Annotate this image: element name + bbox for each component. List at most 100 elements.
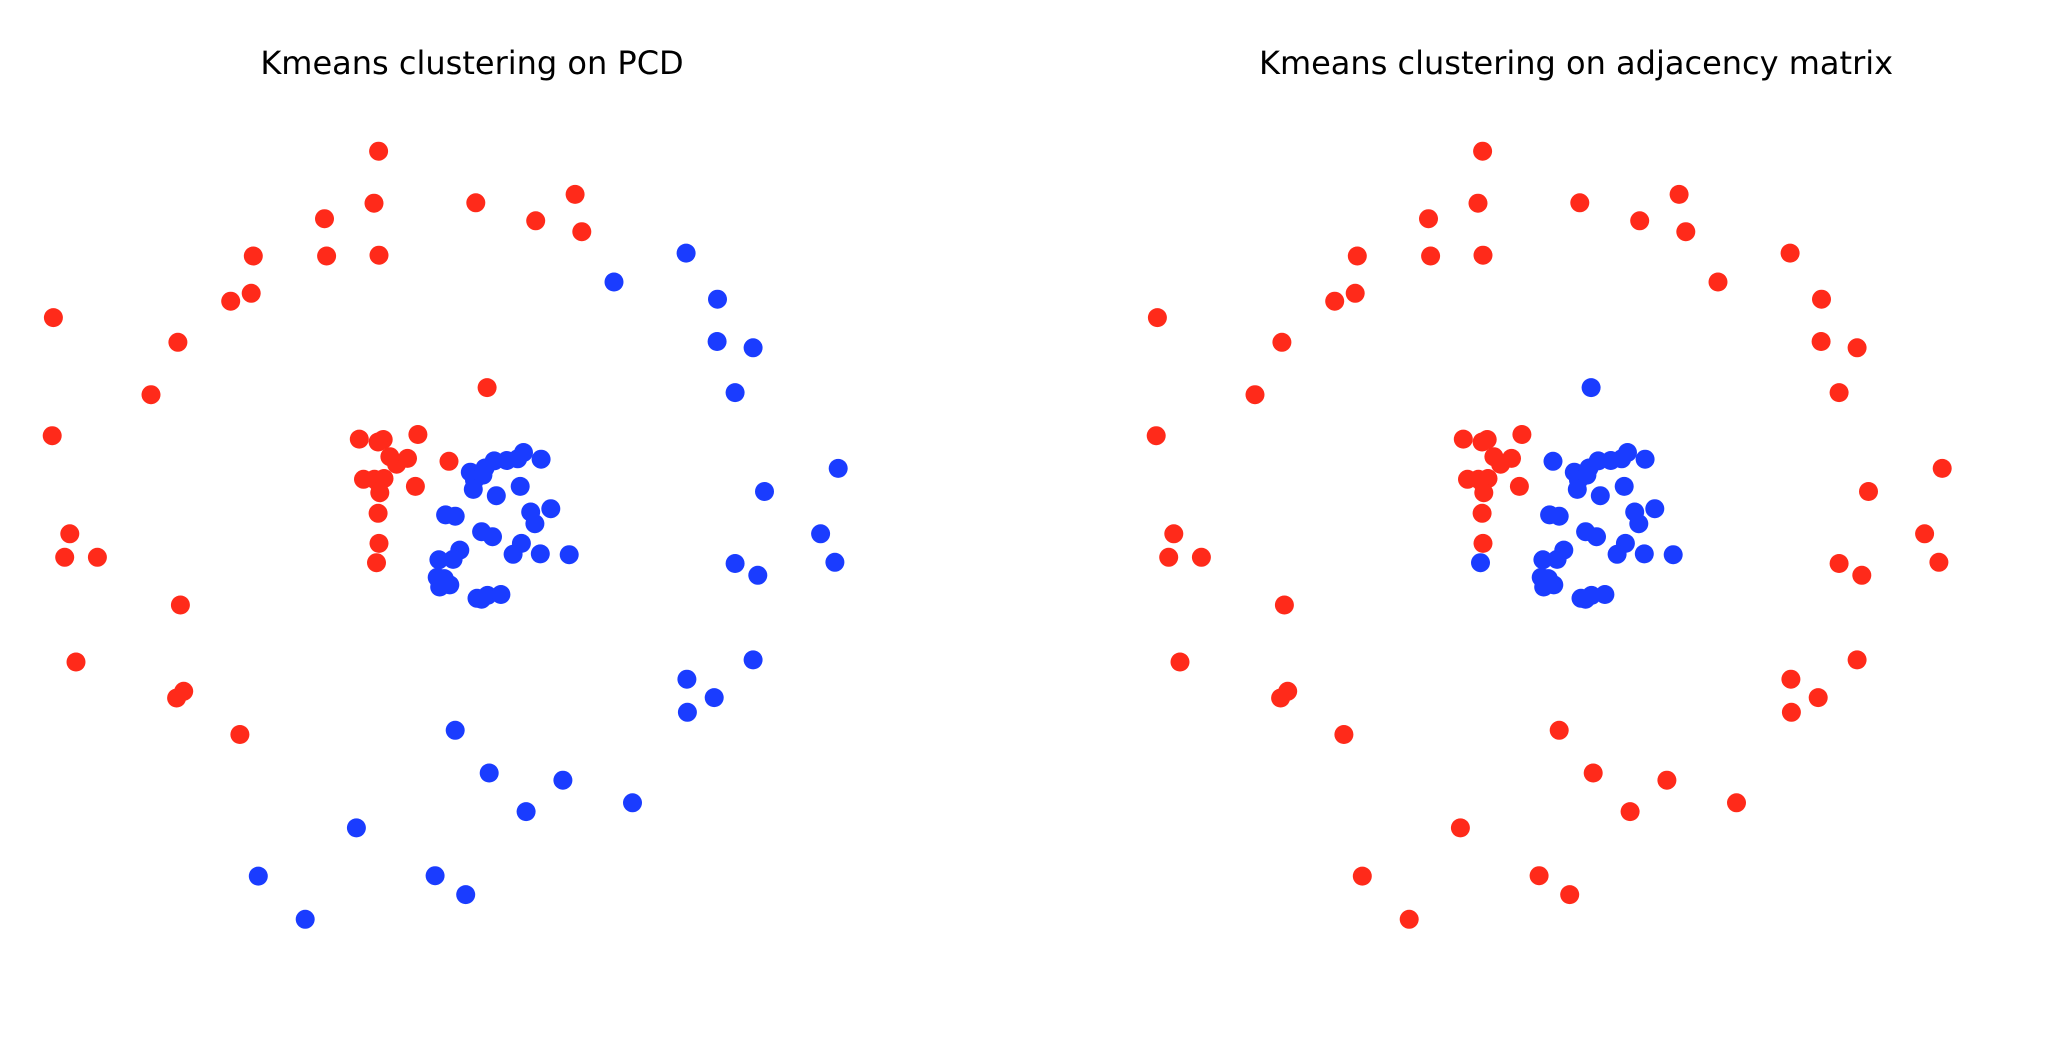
right-red-point-59 bbox=[1458, 469, 1477, 489]
left-blue-point-2 bbox=[708, 289, 727, 309]
right-blue-point-12 bbox=[1614, 476, 1634, 496]
left-blue-point-35 bbox=[510, 476, 530, 496]
left-red-point-0 bbox=[369, 141, 389, 161]
left-red-point-38 bbox=[368, 503, 388, 523]
right-blue-point-26 bbox=[1663, 545, 1683, 565]
left-blue-point-0 bbox=[676, 243, 696, 263]
left-red-point-24 bbox=[477, 378, 497, 398]
left-blue-point-47 bbox=[503, 544, 523, 564]
right-red-point-26 bbox=[1812, 289, 1831, 309]
left-red-point-25 bbox=[408, 425, 428, 444]
left-blue-point-25 bbox=[456, 885, 476, 905]
left-blue-point-18 bbox=[516, 802, 536, 822]
right-red-point-9 bbox=[1272, 332, 1292, 352]
left-red-point-37 bbox=[405, 476, 425, 496]
left-red-point-10 bbox=[141, 385, 161, 405]
left-red-point-7 bbox=[221, 291, 241, 311]
left-blue-point-50 bbox=[429, 550, 449, 570]
left-blue-point-22 bbox=[248, 866, 268, 886]
left-blue-point-12 bbox=[743, 650, 763, 670]
left-red-point-34 bbox=[354, 469, 373, 489]
right-red-point-4 bbox=[1421, 246, 1441, 266]
left-blue-point-11 bbox=[748, 565, 768, 585]
right-red-point-19 bbox=[1334, 725, 1354, 744]
left-red-point-11 bbox=[42, 426, 62, 446]
right-red-point-0 bbox=[1473, 141, 1493, 161]
left-red-point-22 bbox=[565, 184, 585, 204]
right-blue-point-13 bbox=[1567, 479, 1587, 499]
left-blue-point-58 bbox=[491, 585, 511, 604]
left-blue-point-16 bbox=[445, 720, 465, 740]
right-blue-point-19 bbox=[1629, 514, 1649, 534]
right-red-point-40 bbox=[1549, 720, 1569, 740]
right-red-point-27 bbox=[1811, 332, 1831, 351]
right-red-point-31 bbox=[1932, 458, 1952, 478]
right-red-point-43 bbox=[1657, 770, 1677, 790]
right-red-point-33 bbox=[1929, 552, 1949, 572]
left-red-point-40 bbox=[367, 553, 386, 573]
right-blue-point-27 bbox=[1533, 550, 1553, 570]
right-red-point-20 bbox=[1570, 193, 1590, 213]
left-red-point-18 bbox=[167, 688, 187, 708]
left-blue-point-49 bbox=[559, 545, 579, 565]
left-red-point-39 bbox=[369, 533, 389, 553]
right-red-point-64 bbox=[1473, 533, 1493, 553]
left-blue-point-37 bbox=[486, 486, 506, 506]
left-scatter-panel: Kmeans clustering on PCD bbox=[42, 44, 848, 929]
right-red-point-52 bbox=[1472, 432, 1492, 452]
right-red-point-53 bbox=[1453, 429, 1473, 449]
left-red-point-3 bbox=[315, 209, 334, 229]
right-red-point-32 bbox=[1915, 524, 1935, 544]
right-red-point-46 bbox=[1352, 866, 1372, 886]
left-blue-point-3 bbox=[707, 332, 727, 351]
right-red-point-56 bbox=[1484, 447, 1504, 467]
left-blue-point-31 bbox=[514, 443, 533, 462]
left-blue-point-13 bbox=[677, 669, 697, 689]
right-red-point-5 bbox=[1347, 246, 1367, 266]
left-blue-point-44 bbox=[483, 527, 502, 547]
left-red-point-19 bbox=[230, 725, 250, 744]
right-blue-point-8 bbox=[1618, 443, 1637, 462]
right-blue-point-32 bbox=[1531, 567, 1551, 587]
left-blue-point-48 bbox=[530, 544, 550, 564]
left-red-point-31 bbox=[380, 447, 400, 467]
right-red-point-7 bbox=[1325, 291, 1345, 311]
left-blue-point-24 bbox=[425, 866, 445, 886]
left-red-point-9 bbox=[168, 332, 188, 352]
right-red-point-8 bbox=[1147, 308, 1167, 328]
right-red-point-44 bbox=[1727, 793, 1746, 813]
right-red-point-42 bbox=[1620, 802, 1640, 822]
left-red-point-14 bbox=[87, 547, 107, 567]
left-red-point-1 bbox=[364, 193, 384, 213]
right-blue-point-9 bbox=[1635, 449, 1655, 469]
left-blue-point-39 bbox=[541, 499, 561, 519]
right-red-point-14 bbox=[1191, 547, 1211, 567]
left-blue-point-8 bbox=[811, 524, 831, 544]
left-red-point-41 bbox=[439, 451, 459, 471]
right-red-point-38 bbox=[1808, 688, 1828, 708]
right-red-point-22 bbox=[1669, 184, 1689, 204]
right-blue-point-1 bbox=[1543, 451, 1563, 471]
left-red-point-4 bbox=[317, 246, 337, 266]
left-red-point-36 bbox=[370, 483, 390, 503]
right-red-point-15 bbox=[1274, 595, 1294, 615]
left-blue-point-42 bbox=[525, 514, 545, 534]
left-red-point-21 bbox=[526, 211, 546, 231]
left-blue-point-20 bbox=[623, 793, 642, 813]
left-red-point-15 bbox=[170, 595, 190, 615]
left-blue-point-41 bbox=[445, 506, 465, 526]
right-blue-point-35 bbox=[1595, 585, 1615, 604]
right-red-point-49 bbox=[1560, 885, 1580, 905]
right-red-point-62 bbox=[1509, 476, 1529, 496]
right-red-point-1 bbox=[1468, 193, 1488, 213]
right-red-point-39 bbox=[1781, 702, 1801, 722]
right-red-point-41 bbox=[1583, 763, 1603, 783]
left-blue-point-9 bbox=[825, 552, 845, 572]
right-red-point-30 bbox=[1859, 482, 1878, 501]
right-blue-point-36 bbox=[1576, 589, 1596, 609]
right-blue-point-24 bbox=[1607, 544, 1627, 564]
right-red-point-16 bbox=[1170, 652, 1190, 672]
right-red-point-47 bbox=[1399, 909, 1419, 929]
left-red-point-16 bbox=[66, 652, 86, 672]
